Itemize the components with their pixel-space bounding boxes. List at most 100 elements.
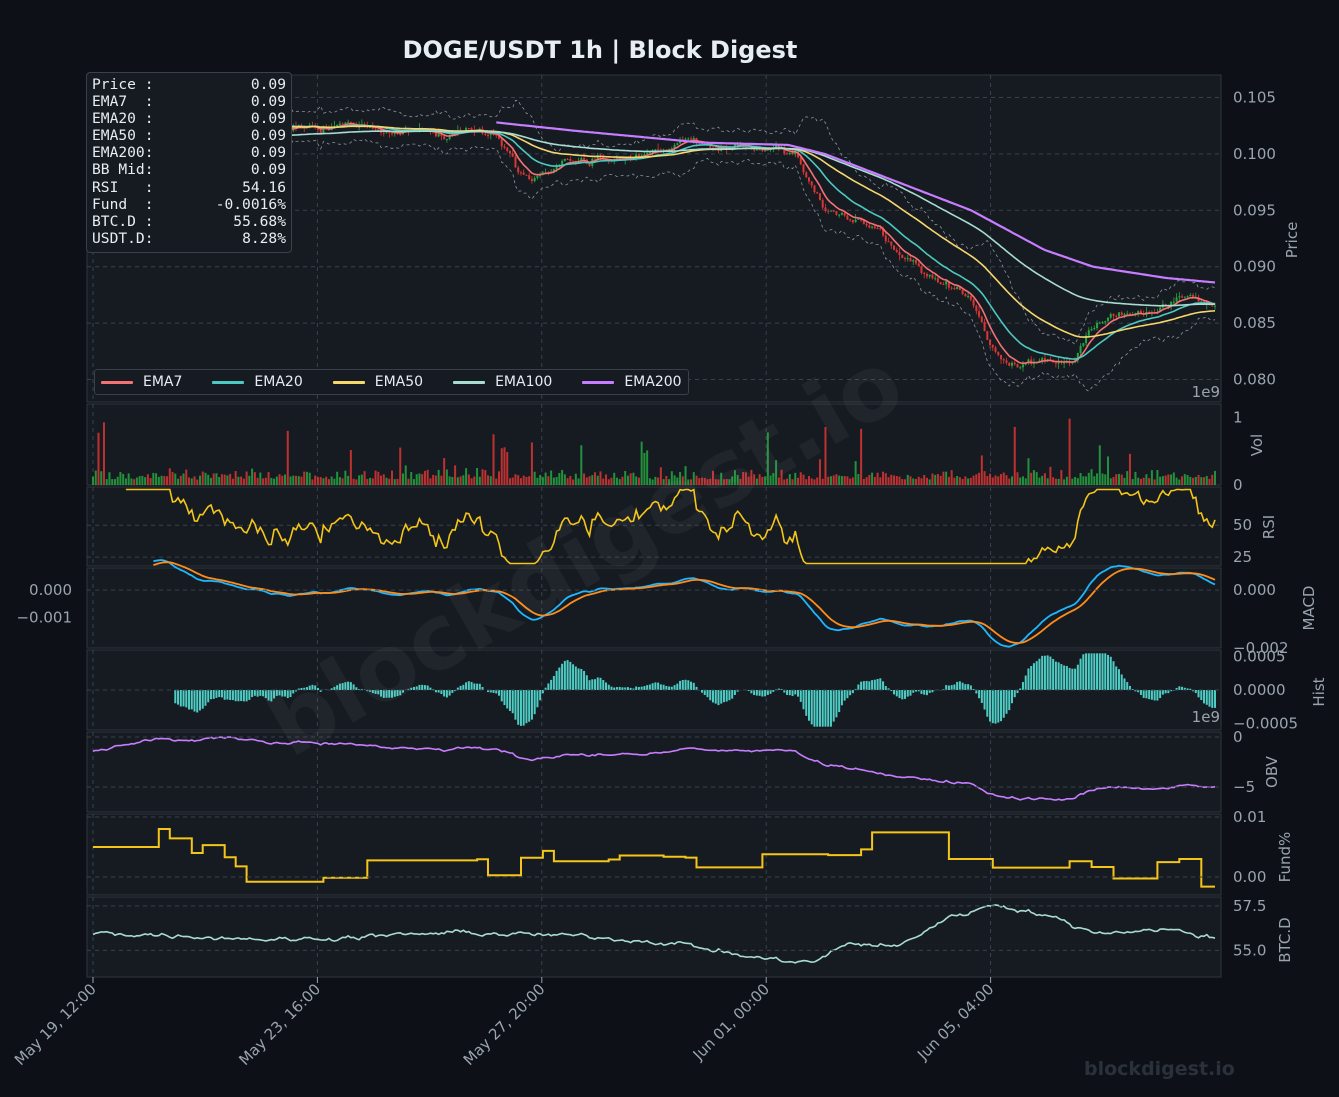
volume-bar bbox=[130, 478, 133, 485]
info-label: EMA20 : bbox=[92, 110, 154, 128]
hist-bar bbox=[1183, 687, 1186, 690]
hist-bar bbox=[281, 690, 284, 697]
hist-bar bbox=[500, 690, 503, 702]
hist-bar bbox=[511, 690, 514, 714]
hist-bar bbox=[862, 681, 865, 690]
candle-body bbox=[1200, 301, 1203, 303]
volume-bar bbox=[1161, 476, 1164, 485]
hist-bar bbox=[1098, 653, 1101, 690]
volume-bar bbox=[1104, 474, 1107, 485]
hist-bar bbox=[788, 690, 791, 696]
volume-bar bbox=[487, 475, 490, 485]
hist-bar bbox=[533, 690, 536, 715]
hist-bar bbox=[561, 663, 564, 690]
macd-left-tick-label: 0.000 bbox=[29, 581, 72, 599]
volume-bar bbox=[775, 460, 778, 485]
candle-body bbox=[344, 122, 347, 124]
candle-body bbox=[492, 133, 495, 135]
volume-bar bbox=[456, 477, 459, 485]
volume-bar bbox=[648, 478, 651, 485]
volume-bar bbox=[1013, 426, 1016, 485]
volume-bar bbox=[481, 469, 484, 485]
volume-bar bbox=[1076, 478, 1079, 485]
hist-bar bbox=[802, 690, 805, 710]
candle-body bbox=[1000, 354, 1003, 360]
candle-body bbox=[1170, 301, 1173, 306]
hist-bar bbox=[388, 690, 391, 698]
volume-bar bbox=[813, 479, 816, 485]
volume-bar bbox=[1090, 469, 1093, 485]
panel-macd bbox=[86, 567, 1222, 649]
btcd-tick-label: 55.0 bbox=[1233, 941, 1266, 959]
volume-bar bbox=[879, 477, 882, 485]
volume-bar bbox=[1096, 473, 1099, 485]
volume-bar bbox=[245, 471, 248, 485]
hist-bar bbox=[478, 683, 481, 690]
volume-bar bbox=[873, 477, 876, 485]
candle-body bbox=[895, 249, 898, 252]
volume-bar bbox=[701, 477, 704, 485]
legend-swatch bbox=[212, 380, 245, 384]
candle-body bbox=[1211, 305, 1214, 307]
volume-bar bbox=[676, 477, 679, 485]
price-tick-label: 0.090 bbox=[1233, 258, 1276, 276]
hist-bar bbox=[1137, 690, 1140, 693]
hist-bar bbox=[1175, 687, 1178, 690]
volume-bar bbox=[747, 476, 750, 485]
volume-bar bbox=[912, 478, 915, 485]
hist-bar bbox=[890, 690, 893, 692]
volume-bar bbox=[997, 476, 1000, 485]
hist-bar bbox=[445, 690, 448, 698]
volume-bar bbox=[1200, 477, 1203, 485]
hist-bar bbox=[583, 670, 586, 690]
hist-bar bbox=[476, 683, 479, 690]
hist-bar bbox=[492, 690, 495, 693]
hist-bar bbox=[1030, 666, 1033, 690]
hist-bar bbox=[569, 661, 572, 690]
candle-body bbox=[835, 211, 838, 215]
candle-body bbox=[843, 212, 846, 216]
volume-bar bbox=[901, 479, 904, 485]
hist-bar bbox=[860, 681, 863, 690]
candle-body bbox=[1104, 321, 1107, 323]
volume-bar bbox=[895, 475, 898, 485]
hist-bar bbox=[925, 690, 928, 696]
candle-body bbox=[519, 172, 522, 174]
hist-bar bbox=[832, 690, 835, 722]
hist-bar bbox=[248, 690, 251, 700]
x-tick-label: May 23, 16:00 bbox=[235, 980, 324, 1069]
volume-bar bbox=[141, 475, 144, 485]
hist-bar bbox=[750, 690, 753, 694]
ema-line-ema200 bbox=[496, 121, 1216, 284]
info-box: Price : 0.09 EMA7 : 0.09 EMA20 : 0.09 EMA50 : 0… bbox=[86, 72, 292, 253]
x-tick-label: May 27, 20:00 bbox=[460, 980, 549, 1069]
volume-bar bbox=[267, 472, 270, 485]
candle-body bbox=[489, 133, 492, 136]
candle-body bbox=[904, 258, 907, 260]
hist-bar bbox=[621, 687, 624, 690]
volume-bar bbox=[1156, 469, 1159, 485]
candle-body bbox=[555, 165, 558, 170]
volume-bar bbox=[188, 477, 191, 485]
hist-bar bbox=[717, 690, 720, 706]
candle-body bbox=[1082, 343, 1085, 347]
hist-bar bbox=[986, 690, 989, 717]
hist-bar bbox=[314, 685, 317, 690]
volume-bar bbox=[393, 479, 396, 485]
volume-bar bbox=[347, 475, 350, 485]
hist-bar bbox=[541, 690, 544, 694]
volume-bar bbox=[391, 470, 394, 485]
hist-bar bbox=[668, 686, 671, 690]
volume-bar bbox=[1205, 475, 1208, 485]
volume-bar bbox=[270, 477, 273, 485]
volume-bar bbox=[432, 474, 435, 485]
btcd-tick-label: 57.5 bbox=[1233, 897, 1266, 915]
info-value: 0.09 bbox=[250, 110, 286, 128]
hist-bar bbox=[1150, 690, 1153, 700]
candle-body bbox=[942, 284, 945, 286]
candle-body bbox=[690, 138, 693, 140]
hist-bar bbox=[514, 690, 517, 720]
volume-bar bbox=[591, 475, 594, 485]
hist-bar bbox=[958, 681, 961, 690]
volume-bar bbox=[253, 472, 256, 485]
